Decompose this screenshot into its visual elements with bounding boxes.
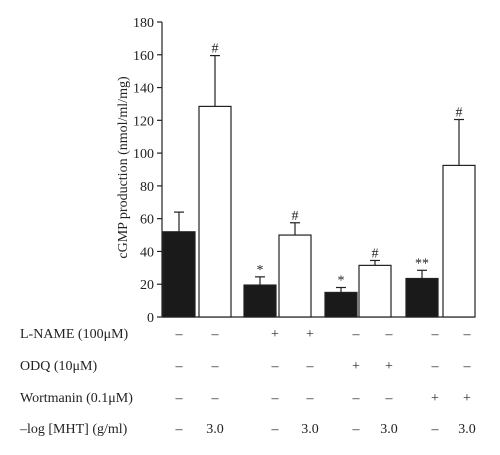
condition-label: Wortmanin (0.1μM)	[20, 391, 133, 406]
condition-value: –	[271, 422, 280, 437]
significance-mark: **	[415, 256, 429, 271]
condition-value: –	[463, 359, 472, 374]
condition-value: –	[463, 327, 472, 342]
condition-value: +	[352, 359, 360, 374]
condition-value: +	[431, 391, 439, 406]
significance-mark: #	[292, 209, 299, 224]
condition-value: 3.0	[380, 422, 398, 437]
condition-value: –	[431, 422, 440, 437]
condition-value: –	[211, 359, 220, 374]
condition-value: –	[352, 391, 361, 406]
condition-value: –	[175, 327, 184, 342]
significance-mark: #	[372, 246, 379, 261]
significance-mark: *	[338, 274, 345, 289]
bars: # * # * # ** #	[162, 42, 476, 318]
bar	[405, 277, 439, 318]
bar	[278, 234, 312, 318]
condition-value: –	[431, 327, 440, 342]
condition-value: –	[352, 327, 361, 342]
significance-mark: #	[456, 106, 463, 121]
condition-value: –	[431, 359, 440, 374]
y-tick-label: 40	[140, 245, 154, 260]
condition-label: –log [MHT] (g/ml)	[19, 422, 128, 437]
condition-value: 3.0	[301, 422, 319, 437]
condition-value: 3.0	[458, 422, 476, 437]
condition-value: +	[271, 327, 279, 342]
y-tick-label: 140	[133, 82, 154, 97]
condition-label: L-NAME (100μM)	[20, 327, 129, 342]
condition-value: +	[463, 391, 471, 406]
bar	[358, 264, 392, 318]
condition-value: –	[385, 391, 394, 406]
condition-value: –	[352, 422, 361, 437]
condition-value: –	[211, 327, 220, 342]
condition-label: ODQ (10μM)	[20, 359, 97, 374]
condition-value: +	[306, 327, 314, 342]
condition-value: –	[306, 359, 315, 374]
condition-value: –	[271, 391, 280, 406]
condition-value: –	[211, 391, 220, 406]
condition-value: –	[306, 391, 315, 406]
condition-value: 3.0	[206, 422, 224, 437]
y-tick-label: 0	[147, 311, 154, 326]
bar	[324, 291, 358, 318]
condition-value: –	[271, 359, 280, 374]
condition-value: –	[175, 422, 184, 437]
y-tick-label: 120	[133, 114, 154, 129]
condition-value: –	[385, 327, 394, 342]
y-tick-label: 160	[133, 49, 154, 64]
condition-value: –	[175, 391, 184, 406]
condition-table: L-NAME (100μM) – – + + – – – – ODQ (10μM) – – – – + + – –…	[19, 327, 476, 437]
y-tick-label: 20	[140, 278, 154, 293]
y-tick-label: 60	[140, 213, 154, 228]
significance-mark: *	[257, 263, 264, 278]
condition-value: +	[385, 359, 393, 374]
y-tick-label: 180	[133, 16, 154, 31]
axes: 0 20 40 60 80 100 120 140 160 180 cGMP production …	[116, 16, 475, 326]
bar	[198, 105, 232, 318]
y-tick-label: 100	[133, 147, 154, 162]
bar	[243, 284, 277, 318]
y-tick-label: 80	[140, 180, 154, 195]
significance-mark: #	[212, 42, 219, 57]
bar	[442, 164, 476, 318]
condition-value: –	[175, 359, 184, 374]
bar	[162, 231, 196, 318]
y-axis-label: cGMP production (nmol/ml/mg)	[116, 76, 131, 259]
